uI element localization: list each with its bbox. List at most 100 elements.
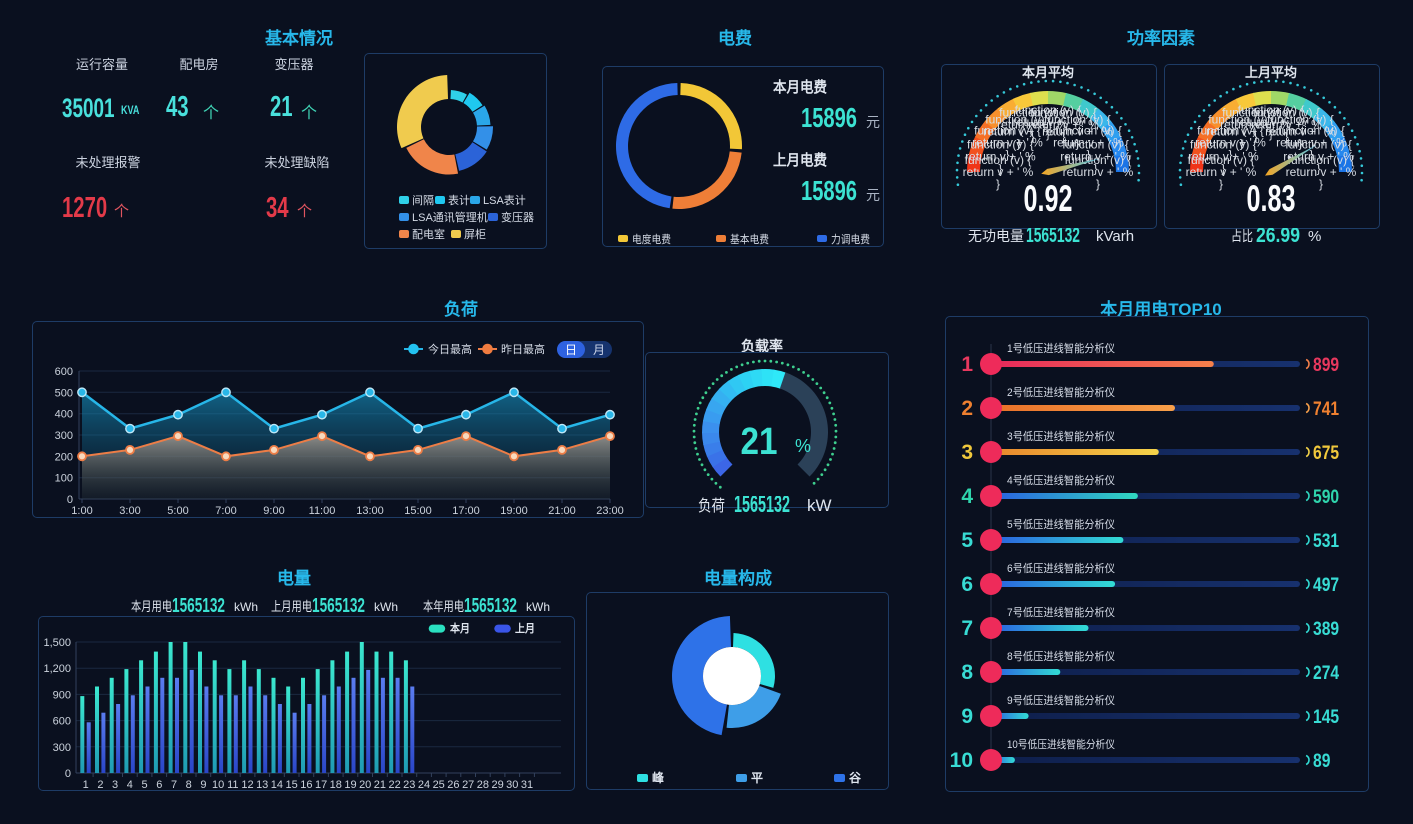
svg-text:900: 900 bbox=[53, 689, 71, 701]
svg-text:5: 5 bbox=[961, 529, 973, 552]
svg-text:31: 31 bbox=[521, 779, 533, 789]
svg-text:10号低压进线智能分析仪: 10号低压进线智能分析仪 bbox=[1007, 737, 1115, 751]
svg-text:3: 3 bbox=[961, 441, 973, 464]
svg-text:}: } bbox=[1075, 137, 1079, 151]
svg-text:function (v) {: function (v) { bbox=[965, 153, 1032, 167]
svg-text:6: 6 bbox=[156, 779, 162, 789]
svg-text:LSA表计: LSA表计 bbox=[483, 193, 526, 207]
svg-text:}: } bbox=[1219, 177, 1223, 191]
svg-text:300: 300 bbox=[55, 430, 73, 442]
svg-text:}: } bbox=[1319, 177, 1323, 191]
svg-text:1,500: 1,500 bbox=[43, 637, 71, 649]
svg-text:8: 8 bbox=[186, 779, 192, 789]
svg-text:}: } bbox=[1030, 129, 1034, 143]
svg-text:1565132: 1565132 bbox=[464, 596, 517, 616]
svg-text:590: 590 bbox=[1313, 487, 1339, 508]
svg-text:26.99: 26.99 bbox=[1256, 228, 1300, 247]
svg-text:}: } bbox=[1096, 177, 1100, 191]
svg-text:function (v) {: function (v) { bbox=[1238, 103, 1305, 117]
svg-text:0.92: 0.92 bbox=[1024, 178, 1073, 219]
svg-text:return v + ' %: return v + ' % bbox=[965, 150, 1036, 164]
svg-text:7: 7 bbox=[171, 779, 177, 789]
svg-text:8号低压进线智能分析仪: 8号低压进线智能分析仪 bbox=[1007, 649, 1115, 663]
svg-text:function (v) {: function (v) { bbox=[1288, 153, 1355, 167]
svg-text:28: 28 bbox=[477, 779, 489, 789]
svg-text:%: % bbox=[795, 436, 811, 456]
svg-text:}: } bbox=[1228, 148, 1232, 162]
svg-text:kW: kW bbox=[807, 496, 832, 515]
svg-text:14: 14 bbox=[271, 779, 283, 789]
svg-text:1: 1 bbox=[83, 779, 89, 789]
svg-text:1,200: 1,200 bbox=[43, 663, 71, 675]
svg-text:return v + ' %: return v + ' % bbox=[1060, 150, 1131, 164]
svg-text:11:00: 11:00 bbox=[309, 505, 336, 516]
svg-text:1565132: 1565132 bbox=[1026, 228, 1080, 247]
svg-text:function (v) {: function (v) { bbox=[1285, 138, 1352, 152]
svg-text:20: 20 bbox=[359, 779, 371, 789]
svg-text:本月: 本月 bbox=[450, 621, 470, 635]
svg-text:}: } bbox=[1017, 137, 1021, 151]
svg-text:}: } bbox=[998, 162, 1002, 176]
svg-text:kWh: kWh bbox=[526, 600, 550, 614]
svg-text:function (v) {: function (v) { bbox=[1062, 138, 1129, 152]
svg-text:8: 8 bbox=[961, 661, 973, 684]
svg-text:12: 12 bbox=[241, 779, 253, 789]
svg-text:22: 22 bbox=[388, 779, 400, 789]
svg-text:7:00: 7:00 bbox=[215, 505, 236, 516]
svg-text:2: 2 bbox=[97, 779, 103, 789]
svg-text:}: } bbox=[1317, 162, 1321, 176]
svg-text:元: 元 bbox=[866, 187, 880, 203]
svg-text:}: } bbox=[1240, 137, 1244, 151]
svg-text:kWh: kWh bbox=[374, 600, 398, 614]
svg-text:19: 19 bbox=[344, 779, 356, 789]
svg-text:145: 145 bbox=[1313, 707, 1339, 728]
svg-text:return v + ' %: return v + ' % bbox=[1063, 165, 1134, 179]
svg-text:表计: 表计 bbox=[448, 193, 470, 207]
svg-text:274: 274 bbox=[1313, 663, 1339, 684]
svg-text:}: } bbox=[1094, 162, 1098, 176]
svg-text:return v + ' %: return v + ' % bbox=[1265, 125, 1336, 139]
svg-text:19:00: 19:00 bbox=[500, 505, 528, 516]
svg-text:25: 25 bbox=[433, 779, 445, 789]
svg-text:function (v) {: function (v) { bbox=[967, 138, 1034, 152]
svg-text:2号低压进线智能分析仪: 2号低压进线智能分析仪 bbox=[1007, 385, 1115, 399]
svg-text:26: 26 bbox=[447, 779, 459, 789]
svg-text:}: } bbox=[1253, 129, 1257, 143]
svg-text:21: 21 bbox=[741, 421, 778, 463]
svg-text:}: } bbox=[1005, 148, 1009, 162]
svg-text:2: 2 bbox=[961, 397, 973, 420]
svg-text:}: } bbox=[996, 177, 1000, 191]
svg-text:return v + ' %: return v + ' % bbox=[1236, 115, 1307, 129]
svg-text:return v + ' %: return v + ' % bbox=[1042, 125, 1113, 139]
svg-text:500: 500 bbox=[55, 387, 73, 399]
svg-text:0: 0 bbox=[67, 494, 73, 506]
svg-text:100: 100 bbox=[55, 473, 73, 485]
svg-text:function (v) {: function (v) { bbox=[1030, 105, 1097, 119]
svg-text:3:00: 3:00 bbox=[119, 505, 140, 516]
svg-text:1号低压进线智能分析仪: 1号低压进线智能分析仪 bbox=[1007, 341, 1115, 355]
svg-text:谷: 谷 bbox=[849, 770, 862, 785]
svg-text:return v + ' %: return v + ' % bbox=[1220, 117, 1291, 131]
svg-text:29: 29 bbox=[491, 779, 503, 789]
svg-text:return v + ' %: return v + ' % bbox=[997, 117, 1068, 131]
svg-text:}: } bbox=[1061, 129, 1065, 143]
svg-text:4: 4 bbox=[127, 779, 133, 789]
svg-text:400: 400 bbox=[55, 409, 73, 421]
svg-text:30: 30 bbox=[506, 779, 518, 789]
svg-text:}: } bbox=[1309, 148, 1313, 162]
svg-text:日: 日 bbox=[565, 343, 577, 357]
svg-text:389: 389 bbox=[1313, 619, 1339, 640]
svg-text:return v + ' %: return v + ' % bbox=[1276, 136, 1347, 150]
svg-text:24: 24 bbox=[418, 779, 430, 789]
svg-text:23: 23 bbox=[403, 779, 415, 789]
svg-text:kWh: kWh bbox=[234, 600, 258, 614]
svg-text:13: 13 bbox=[256, 779, 268, 789]
svg-text:1: 1 bbox=[961, 353, 973, 376]
svg-text:电度电费: 电度电费 bbox=[632, 232, 671, 246]
svg-text:配电室: 配电室 bbox=[412, 227, 445, 241]
svg-text:基本电费: 基本电费 bbox=[730, 232, 769, 246]
svg-text:return v + ' %: return v + ' % bbox=[972, 136, 1043, 150]
svg-text:1565132: 1565132 bbox=[734, 496, 790, 518]
svg-text:return v + ' %: return v + ' % bbox=[1206, 125, 1277, 139]
svg-text:200: 200 bbox=[55, 451, 73, 463]
